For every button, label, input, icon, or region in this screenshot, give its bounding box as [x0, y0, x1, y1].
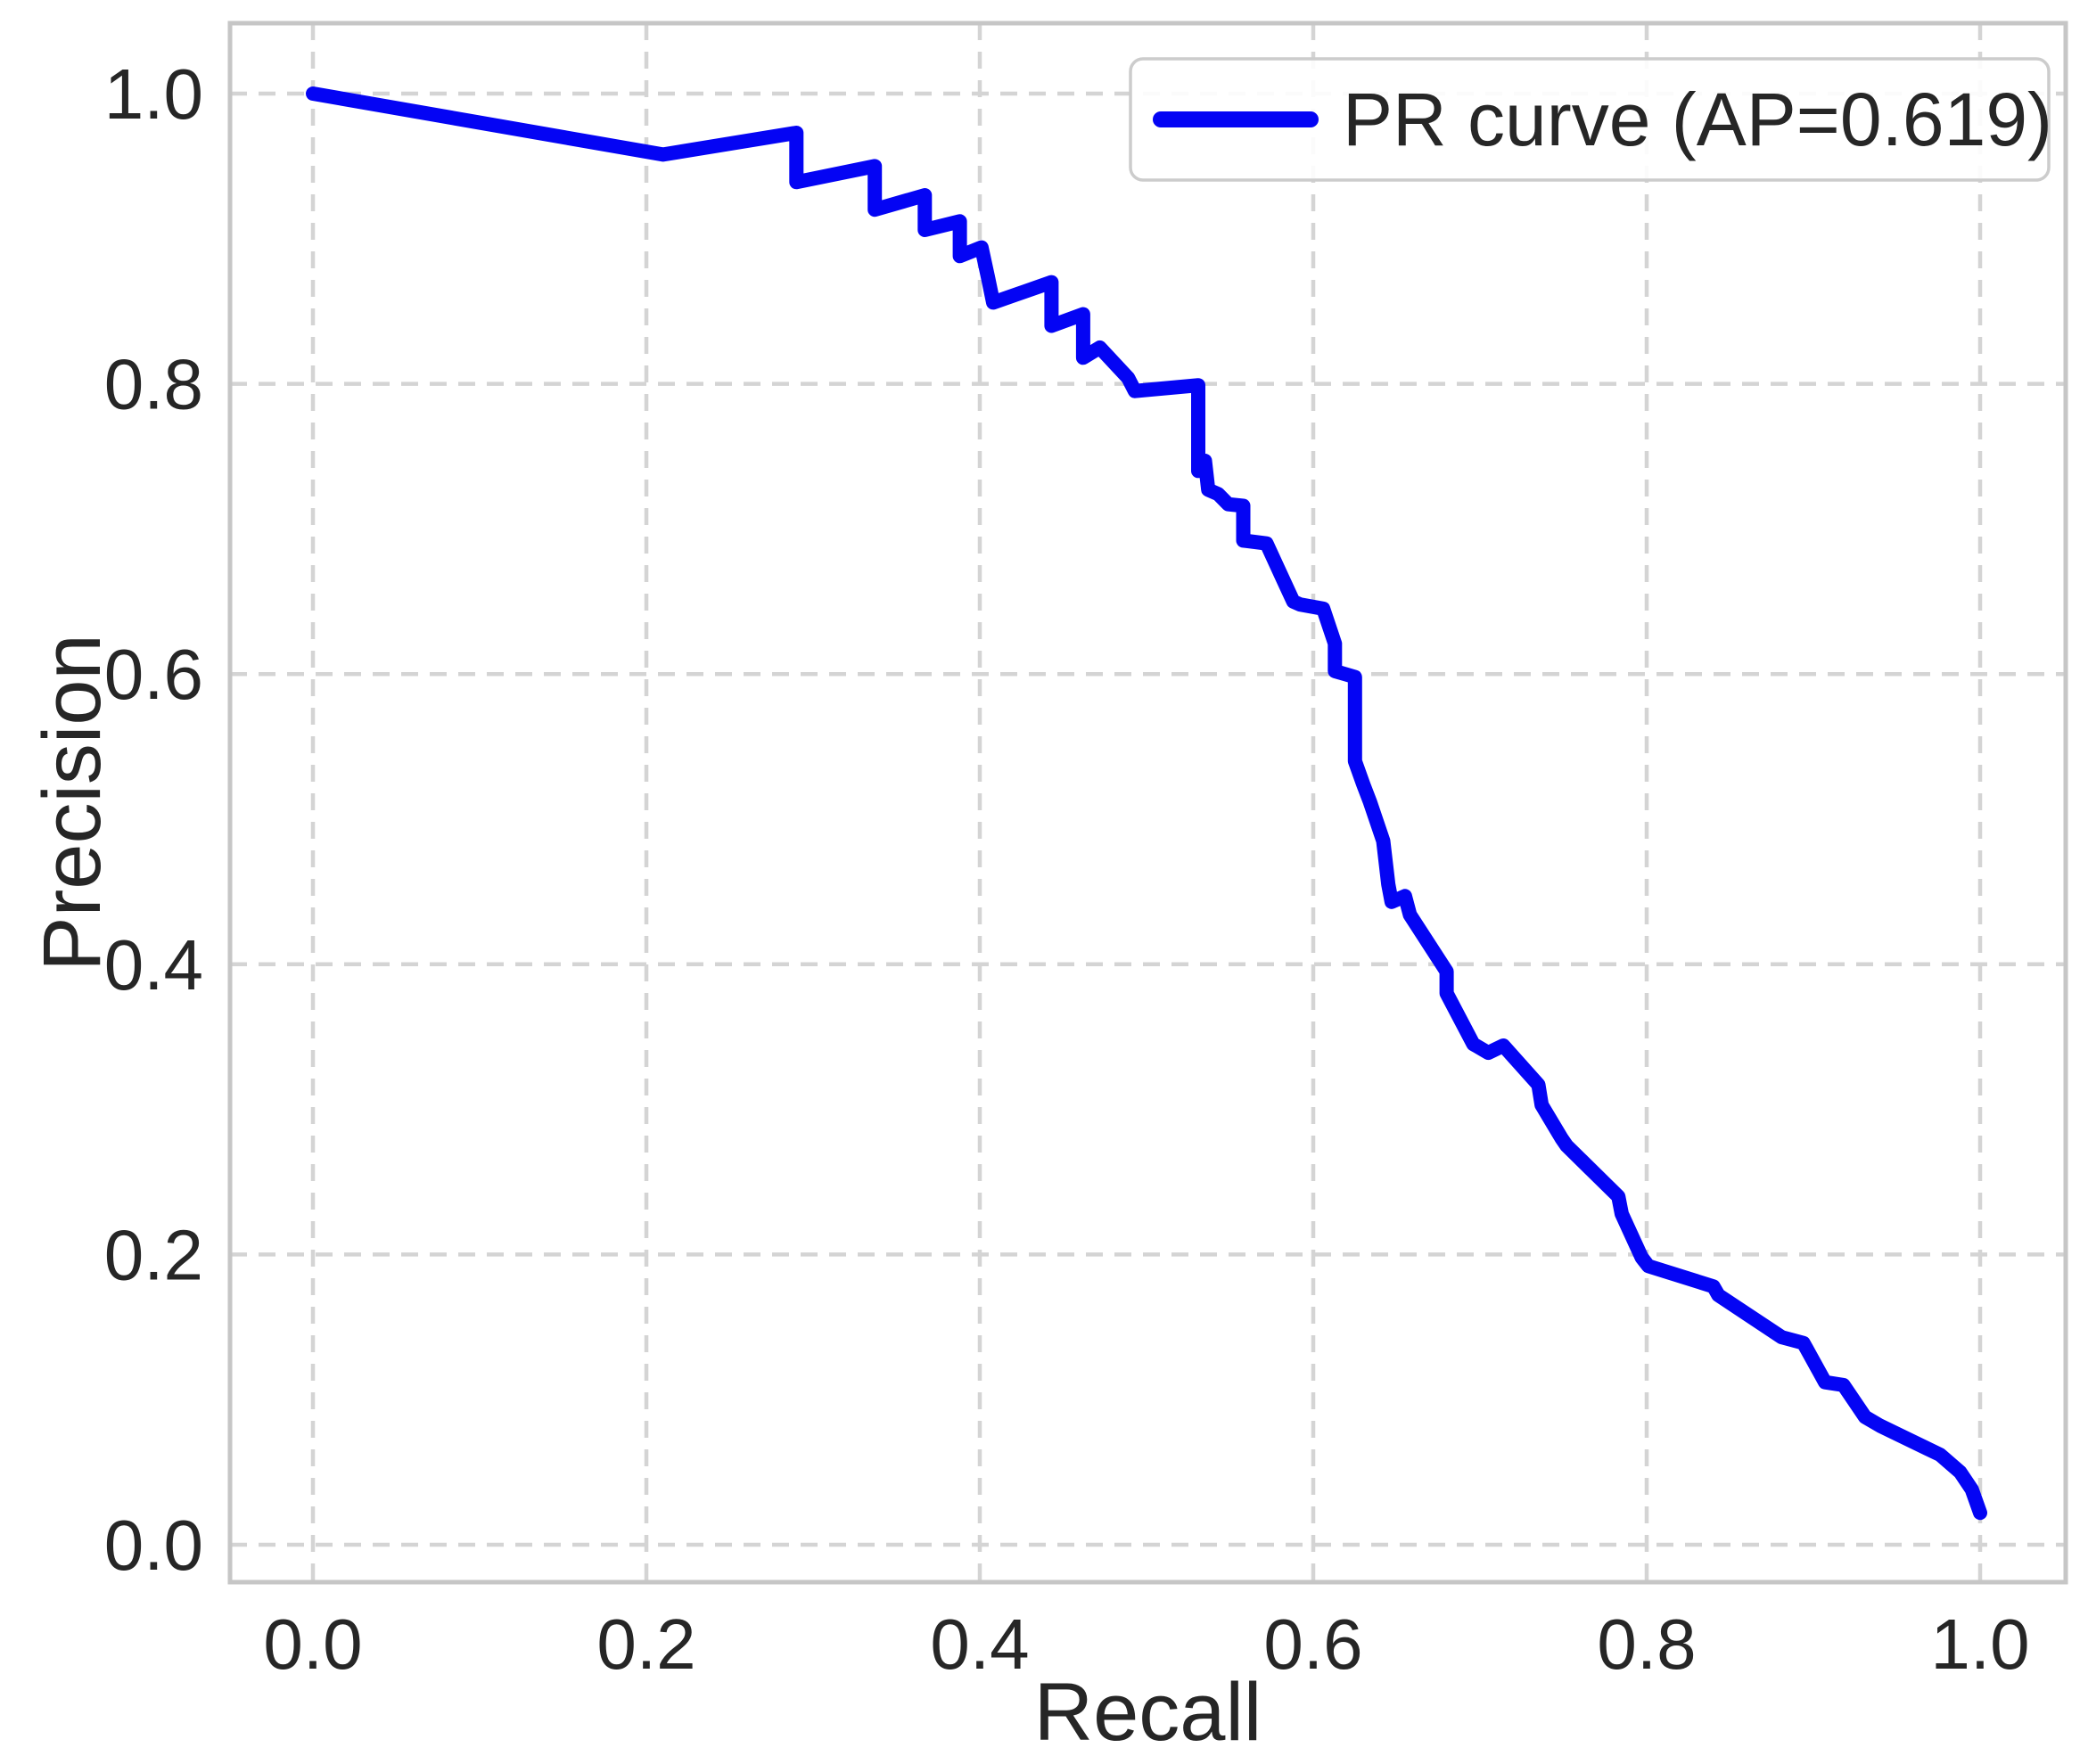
y-tick-labels: 0.0 0.2 0.4 0.6 0.8 1.0	[104, 54, 203, 1585]
x-tick-label: 0.2	[596, 1604, 695, 1684]
pr-curve-line	[306, 86, 1987, 1521]
y-tick-label: 0.6	[104, 635, 203, 714]
x-axis-label: Recall	[1034, 1667, 1262, 1758]
legend-label: PR curve (AP=0.619)	[1343, 78, 2052, 161]
x-tick-label: 0.6	[1263, 1604, 1362, 1684]
legend: PR curve (AP=0.619)	[1129, 57, 2052, 182]
x-tick-label: 0.0	[263, 1604, 362, 1684]
plot-border	[227, 21, 2068, 1585]
x-tick-label: 1.0	[1930, 1604, 2029, 1684]
y-tick-label: 0.4	[104, 925, 203, 1005]
y-axis-label: Precision	[27, 634, 118, 971]
x-tick-label: 0.4	[930, 1604, 1029, 1684]
y-tick-label: 0.8	[104, 345, 203, 424]
y-tick-label: 0.2	[104, 1215, 203, 1294]
y-tick-label: 1.0	[104, 54, 203, 134]
legend-box	[1129, 57, 2051, 182]
x-tick-label: 0.8	[1597, 1604, 1696, 1684]
plot-area	[230, 23, 2066, 1582]
y-tick-label: 0.0	[104, 1506, 203, 1585]
x-tick-labels: 0.0 0.2 0.4 0.6 0.8 1.0	[263, 1604, 2029, 1684]
